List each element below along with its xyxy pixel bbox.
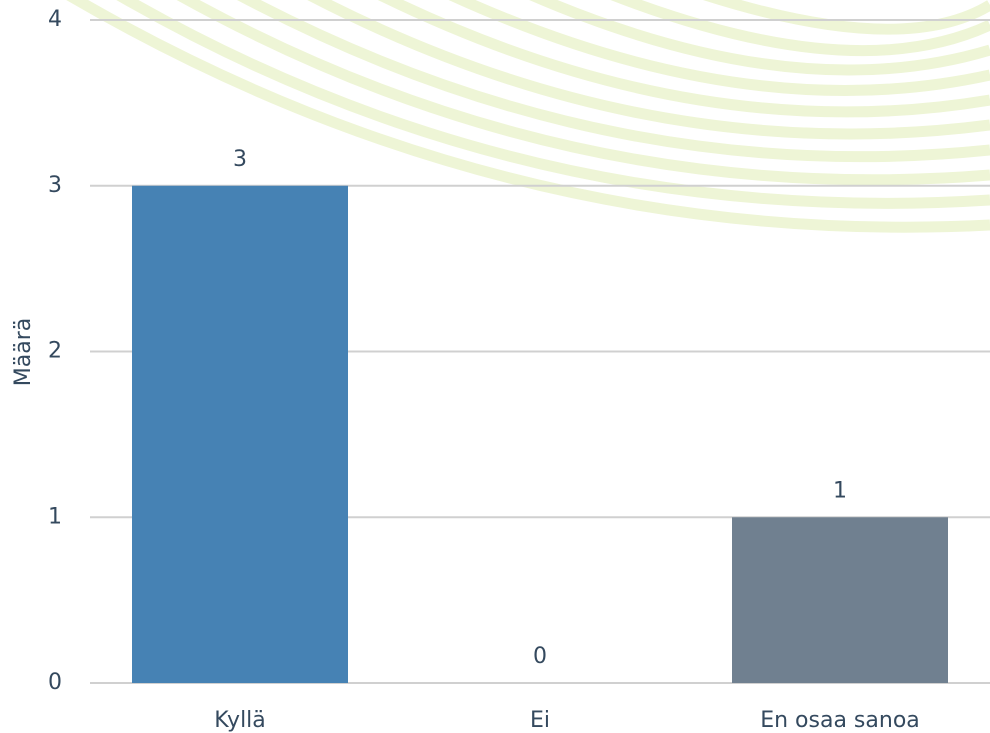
x-tick-label: En osaa sanoa [760, 708, 920, 733]
y-tick-label: 4 [48, 7, 62, 32]
background-decoration [66, 0, 990, 233]
bar [132, 185, 348, 683]
y-tick-label: 3 [48, 173, 62, 198]
x-tick-label: Kyllä [214, 708, 266, 733]
y-tick-label: 1 [48, 504, 62, 529]
x-tick-label: Ei [530, 708, 550, 733]
y-tick-label: 0 [48, 670, 62, 695]
y-axis-title: Määrä [11, 318, 36, 386]
data-label: 3 [233, 147, 247, 172]
data-label: 0 [533, 644, 547, 669]
bar [732, 517, 948, 683]
data-label: 1 [833, 478, 847, 503]
y-tick-label: 2 [48, 339, 62, 364]
